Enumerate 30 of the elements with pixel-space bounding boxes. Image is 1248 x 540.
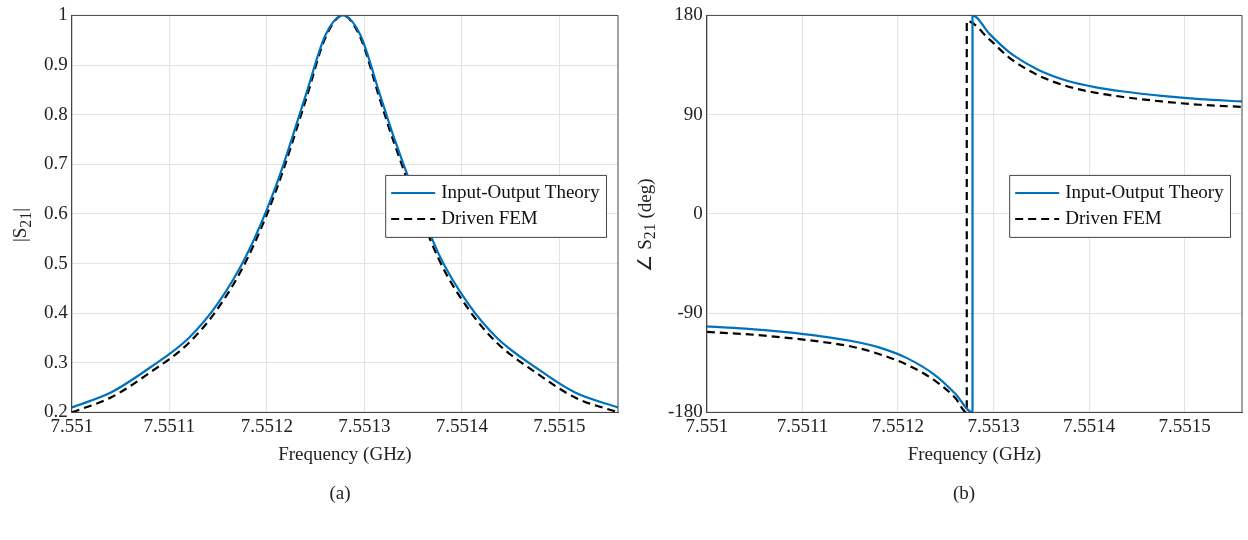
y-tick-label: 180 [674, 3, 703, 25]
x-tick-label: 7.5512 [240, 414, 293, 436]
x-axis-title: Frequency (GHz) [907, 442, 1042, 465]
y-tick-label: 0.7 [44, 152, 68, 174]
x-tick-label: 7.5514 [435, 414, 489, 436]
x-tick-label: 7.5515 [1158, 414, 1211, 436]
y-tick-label: 1 [58, 3, 68, 25]
y-tick-label: -90 [677, 301, 703, 323]
x-axis-title: Frequency (GHz) [278, 442, 412, 465]
x-tick-label: 7.5511 [143, 414, 196, 436]
x-tick-label: 7.5513 [967, 414, 1020, 436]
y-tick-label: 0.8 [44, 102, 68, 124]
y-tick-label: 0.5 [44, 251, 68, 273]
y-tick-label: 0.3 [44, 350, 68, 372]
y-tick-label: 90 [683, 102, 703, 124]
text: (a) [329, 482, 351, 504]
x-tick-label: 7.5515 [533, 414, 586, 436]
legend-label: Driven FEM [1065, 206, 1162, 228]
legend-label: Input-Output Theory [441, 180, 601, 202]
legend-label: Driven FEM [441, 206, 538, 228]
y-tick-label: 0.9 [44, 53, 68, 75]
text: (b) [952, 482, 976, 504]
x-tick-label: 7.5511 [776, 414, 829, 436]
x-tick-label: 7.5513 [338, 414, 391, 436]
x-tick-label: 7.5512 [871, 414, 925, 436]
y-tick-label: 0.6 [44, 201, 68, 223]
x-tick-label: 7.5514 [1062, 414, 1116, 436]
y-tick-label: 0.4 [44, 301, 69, 323]
y-tick-label: 0 [693, 201, 703, 223]
legend-label: Input-Output Theory [1065, 180, 1225, 202]
